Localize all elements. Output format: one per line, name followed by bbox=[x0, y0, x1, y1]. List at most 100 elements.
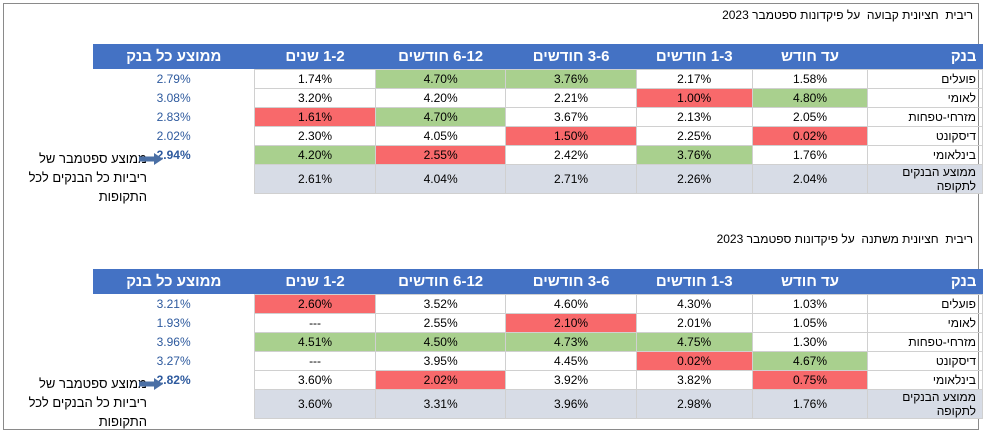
bank-average: 2.02% bbox=[156, 128, 191, 143]
overall-average: 2.82% bbox=[156, 372, 191, 387]
fixed-rate-table: בנק עד חודש 1-3 חודשים 3-6 חודשים 6-12 ח… bbox=[92, 44, 983, 194]
header-bank: בנק bbox=[867, 44, 983, 69]
header-col-4: 6-12 חודשים bbox=[375, 269, 506, 294]
rate-cell: 2.42% bbox=[505, 144, 637, 165]
summary-cell: 2.61% bbox=[254, 163, 376, 194]
rate-cell-low: 2.02% bbox=[374, 369, 507, 390]
rate-cell-low: 1.61% bbox=[254, 106, 376, 127]
rate-cell-high: 4.73% bbox=[505, 331, 637, 352]
bank-name: לאומי bbox=[867, 312, 983, 333]
rate-cell: 1.03% bbox=[751, 293, 869, 314]
header-col-1: עד חודש bbox=[752, 44, 868, 69]
table-row: מזרחי-טפחות 1.30% 4.75% 4.73% 4.50% 4.51… bbox=[93, 331, 983, 352]
bank-name: בינלאומי bbox=[867, 144, 983, 165]
header-col-1: עד חודש bbox=[752, 269, 868, 294]
rate-cell: 4.05% bbox=[374, 125, 507, 146]
header-col-2: 1-3 חודשים bbox=[636, 44, 753, 69]
rate-cell: 3.52% bbox=[374, 293, 507, 314]
rate-cell: --- bbox=[254, 312, 376, 333]
bank-name: בינלאומי bbox=[867, 369, 983, 390]
bank-name: לאומי bbox=[867, 87, 983, 108]
bank-average: 3.21% bbox=[156, 296, 191, 311]
bank-average: 1.93% bbox=[156, 315, 191, 330]
rate-cell-high: 4.67% bbox=[751, 350, 869, 371]
table-row: מזרחי-טפחות 2.05% 2.13% 3.67% 4.70% 1.61… bbox=[93, 106, 983, 127]
rate-cell: 3.82% bbox=[635, 369, 753, 390]
rate-cell-high: 4.70% bbox=[374, 106, 507, 127]
overall-average-note: ממוצע ספטמבר של ריביות כל הבנקים לכל התק… bbox=[28, 151, 147, 204]
rate-cell-low: 1.00% bbox=[635, 87, 753, 108]
rate-cell-high: 4.70% bbox=[374, 68, 507, 89]
overall-average-note: ממוצע ספטמבר של ריביות כל הבנקים לכל התק… bbox=[28, 376, 147, 429]
frame-border bbox=[3, 3, 979, 430]
bank-average: 3.08% bbox=[156, 90, 191, 105]
summary-cell: 3.96% bbox=[505, 388, 637, 419]
header-col-4: 6-12 חודשים bbox=[375, 44, 506, 69]
arrow-right-icon bbox=[139, 378, 163, 390]
summary-row: ממוצע הבנקים לתקופה 1.76% 2.98% 3.96% 3.… bbox=[92, 388, 983, 419]
rate-cell: 2.01% bbox=[635, 312, 753, 333]
rate-cell: 2.21% bbox=[505, 87, 637, 108]
table-row: דיסקונט 0.02% 2.25% 1.50% 4.05% 2.30% 2.… bbox=[93, 125, 983, 146]
summary-cell: 1.76% bbox=[751, 388, 869, 419]
summary-cell: 2.98% bbox=[635, 388, 753, 419]
table-row: בינלאומי 0.75% 3.82% 3.92% 2.02% 3.60% 2… bbox=[93, 369, 983, 390]
header-col-2: 1-3 חודשים bbox=[636, 269, 753, 294]
rate-cell: 1.74% bbox=[254, 68, 376, 89]
header-col-5: 1-2 שנים bbox=[254, 269, 376, 294]
summary-row: ממוצע הבנקים לתקופה 2.04% 2.26% 2.71% 4.… bbox=[92, 163, 983, 194]
rate-cell: 2.55% bbox=[374, 312, 507, 333]
table-row: בינלאומי 1.76% 3.76% 2.42% 2.55% 4.20% 2… bbox=[93, 144, 983, 165]
rate-cell-high: 4.20% bbox=[254, 144, 376, 165]
rate-cell: 2.05% bbox=[751, 106, 869, 127]
rate-cell-high: 3.76% bbox=[505, 68, 637, 89]
rate-cell: 4.60% bbox=[505, 293, 637, 314]
overall-average: 2.94% bbox=[156, 147, 191, 162]
rate-cell: 4.45% bbox=[505, 350, 637, 371]
rate-cell-low: 2.55% bbox=[374, 144, 507, 165]
rate-cell: 1.30% bbox=[751, 331, 869, 352]
table2-title: ריבית חציונית משתנה על פיקדונות ספטמבר 2… bbox=[716, 232, 973, 246]
rate-cell: 3.92% bbox=[505, 369, 637, 390]
rate-cell-low: 1.50% bbox=[505, 125, 637, 146]
header-bank: בנק bbox=[867, 269, 983, 294]
bank-name: פועלים bbox=[867, 68, 983, 89]
bank-name: מזרחי-טפחות bbox=[867, 331, 983, 352]
table1-title: ריבית חציונית קבועה על פיקדונות ספטמבר 2… bbox=[722, 8, 973, 22]
rate-cell-low: 0.02% bbox=[635, 350, 753, 371]
rate-cell: 4.30% bbox=[635, 293, 753, 314]
rate-cell-high: 4.75% bbox=[635, 331, 753, 352]
bank-name: דיסקונט bbox=[867, 125, 983, 146]
bank-name: דיסקונט bbox=[867, 350, 983, 371]
bank-average: 2.83% bbox=[156, 109, 191, 124]
bank-average: 3.27% bbox=[156, 353, 191, 368]
rate-cell: 2.13% bbox=[635, 106, 753, 127]
rate-cell: --- bbox=[254, 350, 376, 371]
bank-name: פועלים bbox=[867, 293, 983, 314]
arrow-right-icon bbox=[139, 153, 163, 165]
bank-average: 2.79% bbox=[156, 71, 191, 86]
rate-cell-high: 4.50% bbox=[374, 331, 507, 352]
rate-cell: 1.58% bbox=[751, 68, 869, 89]
table-row: דיסקונט 4.67% 0.02% 4.45% 3.95% --- 3.27… bbox=[93, 350, 983, 371]
table-row: פועלים 1.58% 2.17% 3.76% 4.70% 1.74% 2.7… bbox=[93, 68, 983, 89]
header-col-3: 3-6 חודשים bbox=[505, 269, 637, 294]
rate-cell-low: 2.10% bbox=[505, 312, 637, 333]
header-avg: ממוצע כל בנק bbox=[92, 44, 255, 69]
header-col-3: 3-6 חודשים bbox=[505, 44, 637, 69]
rate-cell: 1.76% bbox=[751, 144, 869, 165]
rate-cell: 2.17% bbox=[635, 68, 753, 89]
rate-cell: 3.95% bbox=[374, 350, 507, 371]
header-avg: ממוצע כל בנק bbox=[92, 269, 255, 294]
variable-rate-table: בנק עד חודש 1-3 חודשים 3-6 חודשים 6-12 ח… bbox=[92, 269, 983, 419]
rate-cell: 3.60% bbox=[254, 369, 376, 390]
rate-cell-low: 0.02% bbox=[751, 125, 869, 146]
summary-label: ממוצע הבנקים לתקופה bbox=[867, 163, 983, 194]
summary-cell: 3.60% bbox=[254, 388, 376, 419]
summary-empty bbox=[92, 389, 255, 418]
rate-cell-high: 4.80% bbox=[751, 87, 869, 108]
bank-average: 3.96% bbox=[156, 334, 191, 349]
rate-cell: 2.30% bbox=[254, 125, 376, 146]
summary-cell: 2.04% bbox=[751, 163, 869, 194]
summary-cell: 2.71% bbox=[505, 163, 637, 194]
